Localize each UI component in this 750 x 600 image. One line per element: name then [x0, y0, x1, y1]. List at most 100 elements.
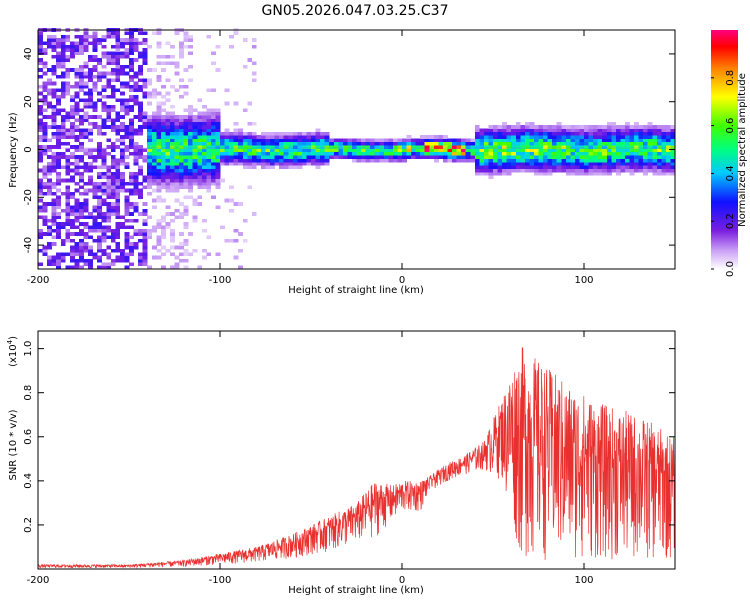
heatmap-cell — [665, 128, 671, 133]
heatmap-cell — [110, 238, 116, 243]
heatmap-cell — [106, 245, 112, 250]
heatmap-cell — [42, 151, 48, 156]
heatmap-cell — [615, 141, 621, 146]
heatmap-cell — [156, 185, 162, 190]
heatmap-cell — [170, 115, 175, 119]
heatmap-cell — [38, 61, 43, 66]
heatmap-cell — [78, 145, 84, 149]
heatmap-cell — [201, 182, 207, 186]
heatmap-cell — [201, 185, 207, 190]
heatmap-cell — [133, 95, 139, 99]
heatmap-cell — [129, 68, 134, 72]
heatmap-cell — [602, 145, 608, 149]
heatmap-cell — [606, 131, 612, 136]
heatmap-cell — [83, 118, 89, 123]
heatmap-cell — [115, 128, 121, 133]
heatmap-cell — [138, 255, 144, 260]
heatmap-cell — [251, 141, 257, 146]
heatmap-cell — [110, 34, 116, 39]
heatmap-cell — [142, 54, 148, 59]
heatmap-cell — [483, 131, 489, 136]
heatmap-cell — [88, 105, 93, 109]
heatmap-cell — [124, 155, 130, 159]
heatmap-cell — [119, 135, 125, 139]
heatmap-cell — [347, 155, 353, 159]
heatmap-cell — [88, 178, 93, 183]
heatmap-cell — [38, 128, 43, 133]
heatmap-cell — [83, 115, 89, 119]
heatmap-cell — [597, 155, 603, 159]
heatmap-cell — [624, 148, 630, 153]
heatmap-cell — [97, 265, 103, 270]
heatmap-cell — [665, 168, 671, 173]
heatmap-cell — [119, 91, 125, 96]
heatmap-cell — [351, 148, 357, 153]
heatmap-cell — [124, 252, 130, 256]
heatmap-cell — [634, 168, 639, 173]
heatmap-cell — [101, 175, 107, 179]
heatmap-cell — [92, 41, 98, 46]
heatmap-cell — [233, 158, 239, 163]
heatmap-cell — [274, 145, 280, 149]
heatmap-cell — [124, 48, 130, 52]
heatmap-cell — [215, 148, 221, 153]
heatmap-cell — [201, 105, 207, 109]
heatmap-cell — [242, 161, 248, 166]
heatmap-cell — [110, 148, 116, 153]
heatmap-cell — [570, 165, 576, 169]
heatmap-cell — [110, 54, 116, 59]
heatmap-cell — [156, 141, 162, 146]
heatmap-cell — [147, 68, 153, 72]
heatmap-cell — [147, 161, 153, 166]
heatmap-cell — [301, 138, 307, 143]
heatmap-cell — [511, 158, 517, 163]
heatmap-cell — [256, 155, 262, 159]
heatmap-cell — [602, 131, 608, 136]
heatmap-cell — [97, 228, 103, 233]
heatmap-cell — [597, 125, 603, 129]
heatmap-cell — [65, 118, 71, 123]
heatmap-cell — [69, 212, 75, 216]
heatmap-cell — [78, 68, 84, 72]
heatmap-cell — [242, 38, 248, 42]
heatmap-cell — [624, 161, 630, 166]
heatmap-cell — [47, 41, 52, 46]
heatmap-cell — [74, 68, 80, 72]
heatmap-cell — [538, 151, 544, 156]
heatmap-cell — [65, 195, 71, 200]
heatmap-cell — [224, 135, 230, 139]
heatmap-cell — [165, 165, 171, 169]
heatmap-cell — [615, 125, 621, 129]
heatmap-cell — [106, 61, 112, 66]
heatmap-cell — [588, 165, 594, 169]
heatmap-cell — [593, 172, 598, 176]
heatmap-cell — [119, 68, 125, 72]
heatmap-cell — [229, 148, 235, 153]
heatmap-cell — [447, 151, 453, 156]
heatmap-cell — [183, 148, 189, 153]
heatmap-cell — [320, 135, 326, 139]
heatmap-cell — [47, 259, 52, 263]
heatmap-cell — [115, 51, 121, 56]
heatmap-cell — [210, 128, 216, 133]
colorbar-tick-label: 0.2 — [725, 213, 736, 229]
heatmap-cell — [88, 182, 93, 186]
heatmap-cell — [78, 259, 84, 263]
heatmap-cell — [224, 155, 230, 159]
heatmap-cell — [119, 188, 125, 193]
heatmap-cell — [124, 41, 130, 46]
heatmap-cell — [593, 135, 598, 139]
heatmap-cell — [538, 131, 544, 136]
heatmap-cell — [129, 131, 134, 136]
heatmap-cell — [106, 172, 112, 176]
heatmap-cell — [201, 125, 207, 129]
heatmap-cell — [215, 172, 221, 176]
heatmap-cell — [170, 188, 175, 193]
heatmap-cell — [170, 135, 175, 139]
heatmap-cell — [565, 155, 571, 159]
figure-title: GN05.2026.047.03.25.C37 — [262, 3, 449, 19]
heatmap-cell — [78, 44, 84, 49]
heatmap-cell — [38, 185, 43, 190]
heatmap-cell — [247, 161, 253, 166]
heatmap-cell — [270, 131, 275, 136]
